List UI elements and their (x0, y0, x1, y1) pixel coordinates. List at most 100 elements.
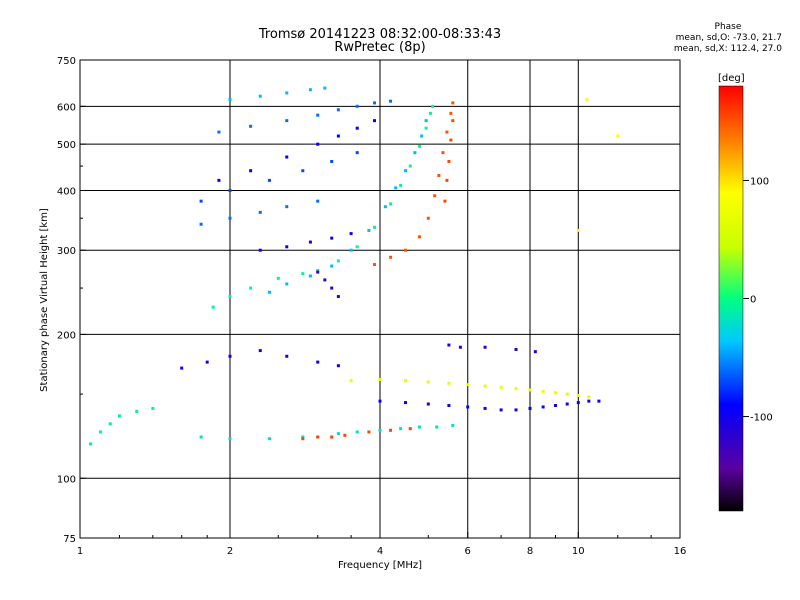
data-point (228, 354, 232, 358)
y-tick-label: 600 (57, 102, 76, 113)
colorbar-ticks: 100 0 -100 (743, 176, 773, 424)
data-point (330, 159, 334, 163)
data-point (267, 178, 271, 182)
data-point (587, 395, 591, 399)
y-tick-label: 500 (57, 140, 76, 151)
data-point (330, 286, 334, 290)
data-point (528, 406, 532, 410)
data-point (355, 430, 359, 434)
data-point (437, 173, 441, 177)
data-point (258, 349, 262, 353)
data-point (228, 188, 232, 192)
data-point (301, 169, 305, 173)
data-point (249, 286, 253, 290)
data-point (428, 111, 432, 115)
data-point (323, 86, 327, 90)
data-point (355, 151, 359, 155)
data-point (336, 432, 340, 436)
data-point (199, 222, 203, 226)
data-point (316, 199, 320, 203)
data-point (528, 388, 532, 392)
data-point (541, 405, 545, 409)
data-point (205, 360, 209, 364)
data-point (483, 345, 487, 349)
data-point (533, 350, 537, 354)
data-point (499, 408, 503, 412)
data-point (403, 401, 407, 405)
colorbar (718, 85, 744, 512)
y-tick-label: 100 (57, 474, 76, 485)
data-point (336, 259, 340, 263)
data-point (458, 345, 462, 349)
y-axis-label: Stationary phase Virtual Height [km] (39, 208, 50, 392)
data-point (373, 101, 377, 105)
data-point (367, 430, 371, 434)
phase-stats-x: mean, sd,X: 112.4, 27.0 (673, 44, 782, 54)
data-point (355, 104, 359, 108)
data-point (316, 360, 320, 364)
data-point (276, 276, 280, 280)
data-point (426, 216, 430, 220)
data-point (180, 366, 184, 370)
data-point (285, 91, 289, 95)
data-point (403, 379, 407, 383)
data-point (466, 405, 470, 409)
data-point (433, 194, 437, 198)
data-point (553, 403, 557, 407)
data-point (451, 423, 455, 427)
data-point (330, 264, 334, 268)
data-point (249, 124, 253, 128)
x-axis-label: Frequency [MHz] (338, 560, 422, 571)
data-point (336, 295, 340, 299)
data-point (228, 216, 232, 220)
data-point (316, 269, 320, 273)
x-tick-label: 2 (227, 546, 233, 557)
colorbar-tick-label: 100 (750, 176, 769, 187)
data-point (249, 169, 253, 173)
data-point (367, 228, 371, 232)
data-point (553, 391, 557, 395)
data-point (616, 134, 620, 138)
data-point (447, 159, 451, 163)
data-point (316, 113, 320, 117)
data-point (349, 379, 353, 383)
data-point (447, 343, 451, 347)
data-point (285, 282, 289, 286)
chart-title: Tromsø 20141223 08:32:00-08:33:43 (258, 27, 502, 42)
data-point (389, 255, 393, 259)
data-point (323, 278, 327, 282)
data-point (258, 94, 262, 98)
data-point (383, 205, 387, 209)
data-point (301, 435, 305, 439)
data-point (447, 381, 451, 385)
x-tick-label: 10 (572, 546, 585, 557)
data-point (417, 144, 421, 148)
data-point (258, 210, 262, 214)
data-point (399, 427, 403, 431)
data-point (211, 305, 215, 309)
data-point (217, 130, 221, 134)
data-point (217, 178, 221, 182)
data-point (117, 414, 121, 418)
data-point (151, 406, 155, 410)
data-point (403, 248, 407, 252)
data-point (373, 119, 377, 123)
data-point (89, 442, 93, 446)
data-point (394, 186, 398, 190)
data-point (451, 119, 455, 123)
data-point (301, 437, 305, 441)
data-points (89, 86, 620, 446)
data-point (285, 245, 289, 249)
data-point (443, 199, 447, 203)
data-point (228, 437, 232, 441)
data-point (417, 425, 421, 429)
data-point (445, 130, 449, 134)
data-point (451, 101, 455, 105)
data-point (285, 354, 289, 358)
data-point (99, 430, 103, 434)
data-point (389, 202, 393, 206)
data-point (426, 380, 430, 384)
colorbar-tick-label: -100 (750, 413, 773, 424)
data-point (565, 392, 569, 396)
